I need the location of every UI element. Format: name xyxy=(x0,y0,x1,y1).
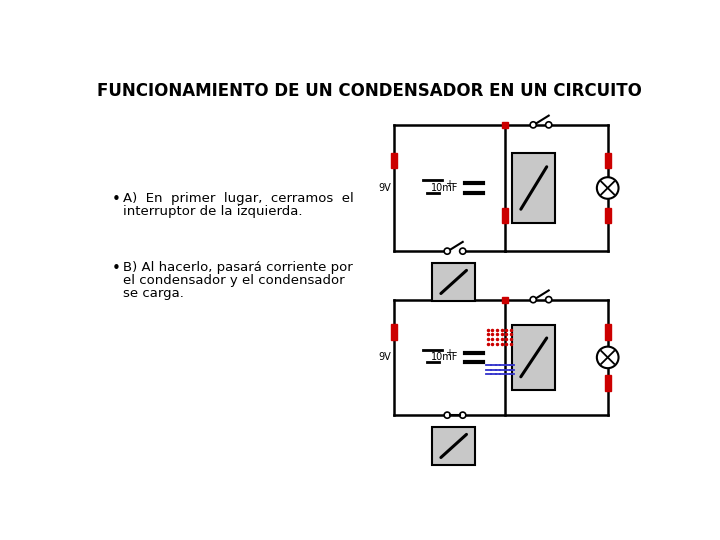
Text: 10mF: 10mF xyxy=(431,353,459,362)
Bar xyxy=(512,153,555,224)
Text: +: + xyxy=(445,179,453,189)
Text: FUNCIONAMIENTO DE UN CONDENSADOR EN UN CIRCUITO: FUNCIONAMIENTO DE UN CONDENSADOR EN UN C… xyxy=(96,82,642,100)
Bar xyxy=(433,262,475,301)
Text: •: • xyxy=(112,192,120,207)
Circle shape xyxy=(546,122,552,128)
Circle shape xyxy=(530,296,536,303)
Bar xyxy=(605,325,611,340)
Bar xyxy=(605,152,611,168)
Circle shape xyxy=(597,177,618,199)
Text: •: • xyxy=(112,261,120,276)
Circle shape xyxy=(459,412,466,418)
Circle shape xyxy=(530,122,536,128)
Circle shape xyxy=(597,347,618,368)
Text: B) Al hacerlo, pasará corriente por: B) Al hacerlo, pasará corriente por xyxy=(122,261,352,274)
Circle shape xyxy=(546,296,552,303)
Circle shape xyxy=(459,248,466,254)
Bar xyxy=(502,296,508,303)
Bar xyxy=(391,325,397,340)
Text: 10mF: 10mF xyxy=(431,183,459,193)
Bar xyxy=(605,208,611,224)
Bar xyxy=(512,325,555,390)
Bar xyxy=(502,122,508,128)
Text: A)  En  primer  lugar,  cerramos  el: A) En primer lugar, cerramos el xyxy=(122,192,354,205)
Bar xyxy=(605,375,611,390)
Text: interruptor de la izquierda.: interruptor de la izquierda. xyxy=(122,205,302,218)
Text: +: + xyxy=(445,348,453,358)
Text: el condensador y el condensador: el condensador y el condensador xyxy=(122,274,344,287)
Bar xyxy=(433,427,475,465)
Text: se carga.: se carga. xyxy=(122,287,184,300)
Text: 9V: 9V xyxy=(378,353,391,362)
Circle shape xyxy=(444,412,450,418)
Circle shape xyxy=(444,248,450,254)
Text: 9V: 9V xyxy=(378,183,391,193)
Bar xyxy=(502,208,508,224)
Bar xyxy=(391,152,397,168)
